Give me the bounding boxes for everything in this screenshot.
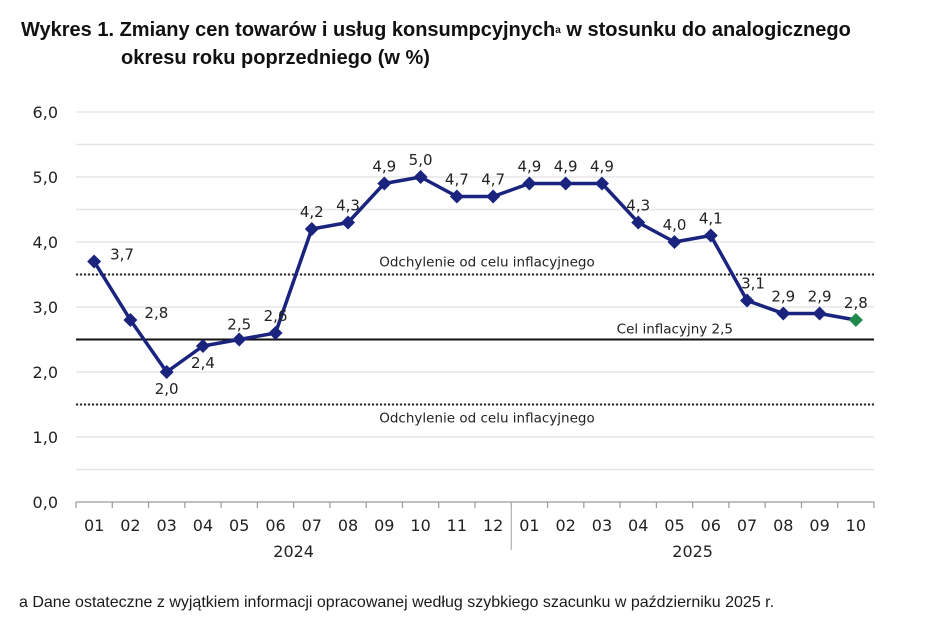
data-point bbox=[341, 215, 356, 230]
x-tick-label: 05 bbox=[664, 516, 684, 535]
x-tick-label: 10 bbox=[846, 516, 866, 535]
x-tick-label: 11 bbox=[447, 516, 467, 535]
year-label: 2024 bbox=[273, 542, 314, 561]
data-point bbox=[740, 293, 755, 308]
x-tick-label: 09 bbox=[809, 516, 829, 535]
data-label: 4,1 bbox=[699, 210, 723, 228]
y-tick-label: 1,0 bbox=[33, 428, 58, 447]
data-point bbox=[195, 339, 210, 353]
data-label: 2,9 bbox=[771, 288, 795, 306]
chart-title: Wykres 1. Zmiany cen towarów i usług kon… bbox=[21, 16, 851, 72]
upper-band-label: Odchylenie od celu inflacyjnego bbox=[379, 255, 595, 271]
data-point bbox=[232, 332, 247, 347]
x-tick-label: 10 bbox=[410, 516, 430, 535]
data-label: 2,5 bbox=[227, 316, 251, 334]
x-tick-label: 03 bbox=[157, 516, 177, 535]
data-point bbox=[631, 215, 646, 230]
series-line-path bbox=[92, 175, 857, 374]
x-tick-label: 04 bbox=[193, 516, 213, 535]
data-label: 4,7 bbox=[481, 171, 505, 189]
x-tick-label: 06 bbox=[265, 516, 285, 535]
data-point bbox=[522, 176, 537, 191]
x-tick-label: 05 bbox=[229, 516, 249, 535]
data-label: 4,7 bbox=[445, 171, 469, 189]
x-tick-label: 02 bbox=[556, 516, 576, 535]
data-point bbox=[667, 235, 682, 249]
x-tick-label: 01 bbox=[84, 516, 104, 535]
title-footnote-marker: a bbox=[555, 25, 561, 36]
data-point bbox=[304, 222, 319, 236]
data-label: 2,8 bbox=[144, 304, 168, 322]
x-tick-label: 07 bbox=[737, 516, 757, 535]
data-point bbox=[812, 306, 827, 321]
data-point bbox=[486, 189, 501, 204]
y-tick-label: 6,0 bbox=[33, 103, 58, 122]
x-tick-label: 01 bbox=[519, 516, 539, 535]
data-point bbox=[87, 254, 102, 269]
y-tick-label: 3,0 bbox=[33, 298, 58, 317]
footnote: a Dane ostateczne z wyjątkiem informacji… bbox=[19, 594, 775, 611]
x-tick-label: 07 bbox=[302, 516, 322, 535]
x-tick-label: 03 bbox=[592, 516, 612, 535]
data-label: 4,9 bbox=[517, 158, 541, 176]
data-label: 3,1 bbox=[741, 275, 765, 293]
y-tick-label: 5,0 bbox=[33, 168, 58, 187]
title-line2: okresu roku poprzedniego (w %) bbox=[121, 47, 430, 69]
reference-lines: Cel inflacyjny 2,5 Odchylenie od celu inf… bbox=[76, 255, 874, 427]
data-point bbox=[413, 170, 428, 184]
year-label: 2025 bbox=[672, 542, 713, 561]
data-label: 4,9 bbox=[554, 158, 578, 176]
target-line-label: Cel inflacyjny 2,5 bbox=[617, 322, 733, 338]
data-point bbox=[703, 228, 718, 243]
data-point bbox=[558, 176, 573, 191]
data-label: 2,8 bbox=[844, 294, 868, 312]
data-label: 5,0 bbox=[409, 151, 433, 169]
data-label: 4,9 bbox=[372, 158, 396, 176]
data-point bbox=[123, 313, 138, 327]
title-line1-rest: w stosunku do analogicznego bbox=[560, 19, 851, 41]
data-label: 2,9 bbox=[808, 288, 832, 306]
y-tick-label: 0,0 bbox=[33, 493, 58, 512]
data-label: 4,3 bbox=[626, 197, 650, 215]
y-tick-label: 4,0 bbox=[33, 233, 58, 252]
data-label: 4,2 bbox=[300, 203, 324, 221]
x-tick-label: 08 bbox=[338, 516, 358, 535]
data-point bbox=[776, 306, 791, 321]
data-point bbox=[159, 365, 174, 379]
x-tick-label: 08 bbox=[773, 516, 793, 535]
data-labels: 3,7 2,8 2,0 2,4 2,5 2,6 4,2 4,3 4,9 5,0 4,7 4,7 4,9 4… bbox=[110, 151, 868, 398]
x-tick-label: 09 bbox=[374, 516, 394, 535]
data-point bbox=[268, 326, 283, 340]
title-line1-main: Wykres 1. Zmiany cen towarów i usług kon… bbox=[21, 19, 556, 41]
data-label: 3,7 bbox=[110, 246, 134, 264]
series-line bbox=[87, 170, 863, 379]
data-label: 2,0 bbox=[155, 380, 179, 398]
x-tick-label: 06 bbox=[701, 516, 721, 535]
x-axis: 01 02 03 04 05 06 07 08 09 10 11 12 01 02 03 04 05 06 07 08… bbox=[75, 501, 875, 561]
data-point bbox=[594, 176, 609, 191]
lower-band-label: Odchylenie od celu inflacyjnego bbox=[379, 411, 595, 427]
data-label: 4,0 bbox=[663, 216, 687, 234]
y-tick-label: 2,0 bbox=[33, 363, 58, 382]
data-point bbox=[449, 189, 464, 204]
x-tick-label: 02 bbox=[120, 516, 140, 535]
x-tick-label: 12 bbox=[483, 516, 503, 535]
data-label: 2,6 bbox=[264, 307, 288, 325]
data-label: 2,4 bbox=[191, 354, 215, 372]
x-tick-label: 04 bbox=[628, 516, 648, 535]
data-point-latest bbox=[848, 313, 863, 327]
data-label: 4,9 bbox=[590, 158, 614, 176]
data-label: 4,3 bbox=[336, 197, 360, 215]
y-axis-ticks: 0,0 1,0 2,0 3,0 4,0 5,0 6,0 bbox=[33, 103, 58, 512]
data-point bbox=[377, 176, 392, 191]
